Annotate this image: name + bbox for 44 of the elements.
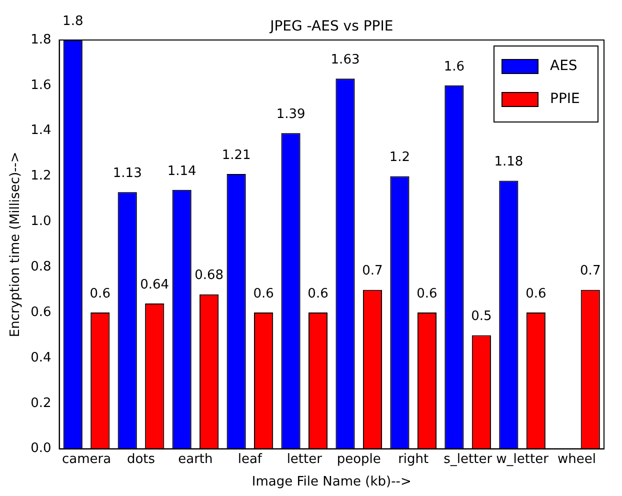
data-label: 1.6 <box>444 59 465 74</box>
legend-label: PPIE <box>550 91 580 108</box>
data-label: 1.2 <box>389 150 410 166</box>
y-tick-label: 0.6 <box>30 304 52 320</box>
x-tick-label: right <box>398 452 429 467</box>
data-label: 0.6 <box>253 286 274 302</box>
y-axis-title: Encryption time (Millisec)--> <box>8 152 24 338</box>
data-label: 0.6 <box>526 286 546 302</box>
y-tick-label: 1.8 <box>30 32 52 48</box>
y-tick-label: 1.2 <box>30 168 52 184</box>
data-label: 1.21 <box>222 148 251 163</box>
y-tick-label: 0.8 <box>30 259 52 274</box>
x-tick-label: wheel <box>558 452 596 467</box>
y-tick-label: 0.4 <box>30 350 52 366</box>
x-tick-label: leaf <box>238 452 262 467</box>
data-label: 1.8 <box>62 14 84 29</box>
x-tick-label: s_letter <box>444 452 493 467</box>
data-label: 1.13 <box>112 166 142 182</box>
data-label: 0.68 <box>194 268 224 284</box>
data-label: 0.6 <box>308 286 328 302</box>
chart-title: JPEG -AES vs PPIE <box>269 18 394 35</box>
y-tick-label: 1.4 <box>30 123 52 138</box>
y-tick-label: 1.0 <box>30 214 52 230</box>
data-label: 1.18 <box>494 154 524 170</box>
y-tick-label: 1.6 <box>30 78 52 93</box>
data-label: 0.6 <box>416 286 438 302</box>
x-tick-label: dots <box>126 452 156 467</box>
y-tick-label: 0.0 <box>30 441 52 456</box>
data-label: 1.14 <box>167 164 196 179</box>
x-axis-title: Image File Name (kb)--> <box>252 474 412 490</box>
x-tick-label: letter <box>286 452 323 467</box>
y-tick-label: 0.2 <box>30 396 52 411</box>
data-label: 0.5 <box>471 309 492 324</box>
x-tick-label: camera <box>62 452 112 467</box>
legend-label: AES <box>550 58 578 74</box>
x-tick-label: w_letter <box>496 452 550 467</box>
data-label: 0.64 <box>140 277 170 292</box>
data-label: 1.39 <box>276 106 306 122</box>
x-tick-label: people <box>336 452 381 467</box>
data-label: 0.7 <box>580 264 601 279</box>
x-tick-label: earth <box>178 452 213 467</box>
data-label: 0.7 <box>362 264 383 279</box>
data-label: 0.6 <box>90 286 110 302</box>
data-label: 1.63 <box>330 52 360 68</box>
